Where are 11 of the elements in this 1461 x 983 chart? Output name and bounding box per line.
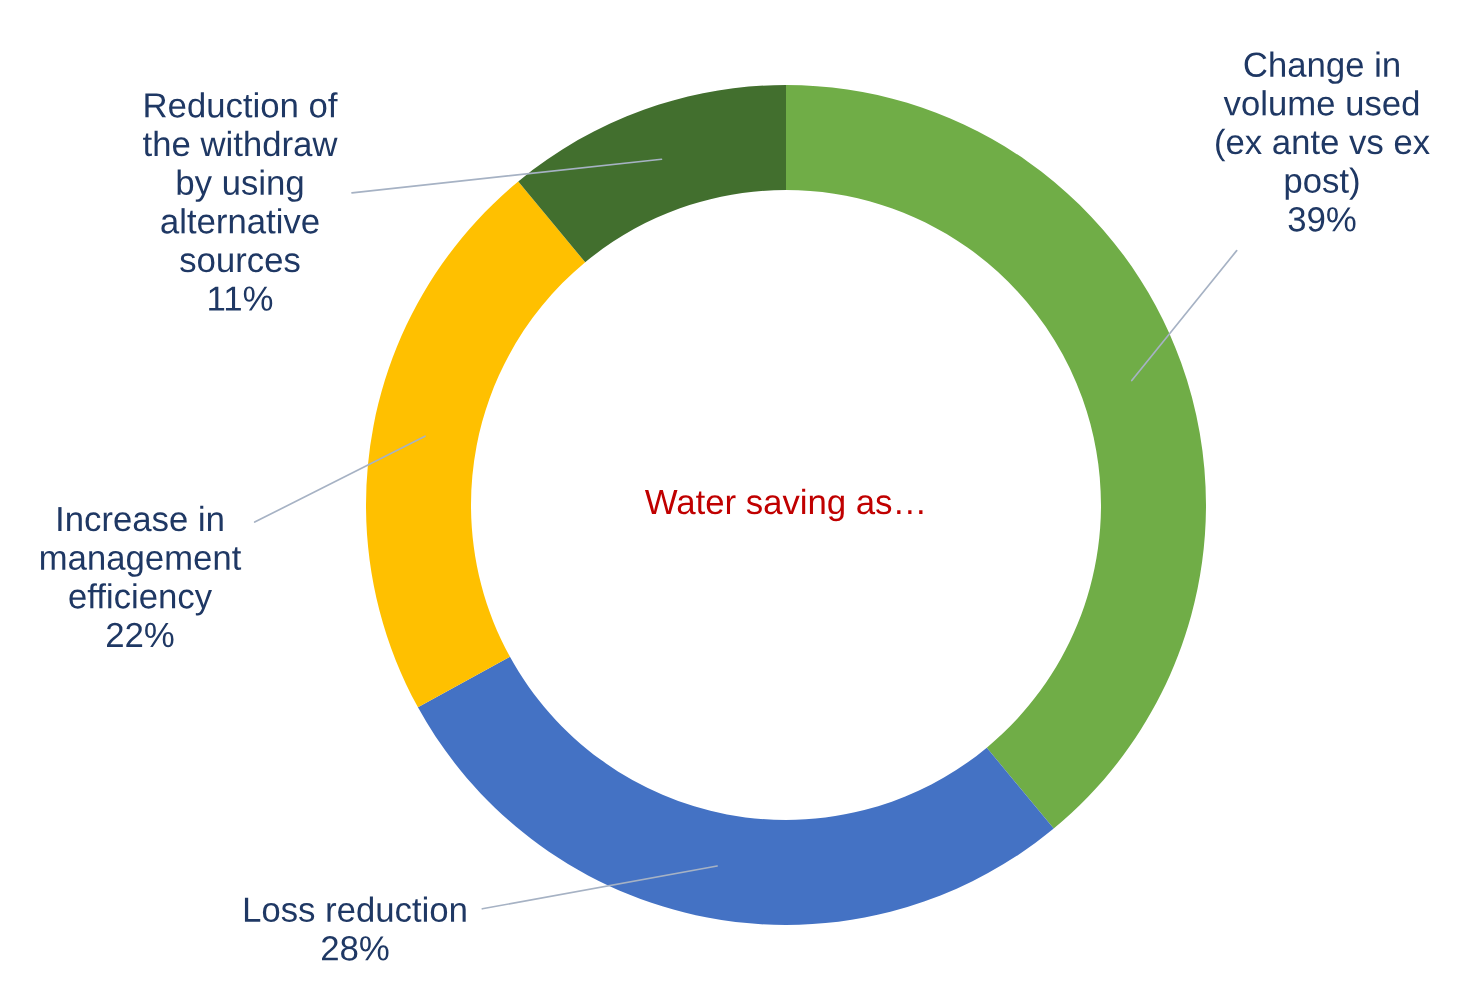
text: Water saving as… (644, 488, 923, 522)
slice-label: Increase in management efficiency (40, 505, 242, 616)
data-label: 11% (209, 286, 273, 311)
slice-label: Loss reduction (244, 896, 466, 922)
data-label: 22% (107, 622, 174, 648)
donut-slice (518, 85, 786, 263)
slice-label: Reduction of the withdraw by using alternative sources (143, 92, 338, 273)
donut-slice (366, 181, 586, 708)
slice-label: Change in volume used (ex ante vs ex post) (1216, 51, 1430, 200)
data-label: 28% (322, 936, 389, 961)
data-label: 39% (1288, 207, 1356, 232)
